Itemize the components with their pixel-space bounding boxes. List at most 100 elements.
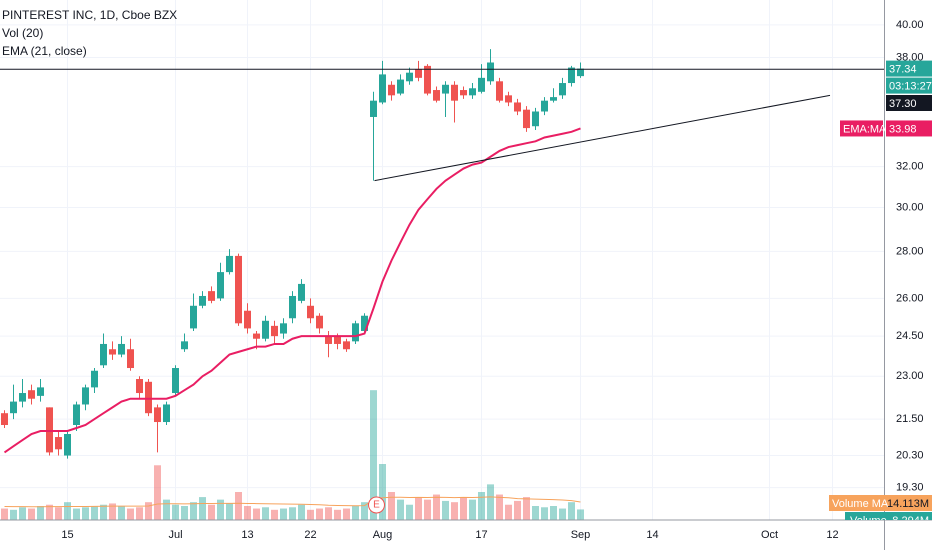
candle-body xyxy=(19,393,26,402)
badges: 37.34 03:13:27 37.30 EMA:MA 33.98 Volume MA14… xyxy=(829,60,932,527)
candle-body xyxy=(217,272,224,299)
candle-body xyxy=(91,370,98,388)
volume-bar xyxy=(10,509,17,520)
candle-body xyxy=(226,255,233,273)
y-tick-label: 30.00 xyxy=(896,201,924,213)
volume-bar xyxy=(424,499,431,520)
volume-bar xyxy=(361,502,368,520)
x-tick-label: 14 xyxy=(646,529,658,541)
candle-body xyxy=(100,343,107,366)
volume-bar xyxy=(1,508,8,520)
candle-body xyxy=(316,315,323,329)
candle-body xyxy=(541,100,548,112)
volume-bar xyxy=(496,494,503,520)
candle-body xyxy=(469,88,476,96)
volume-bar xyxy=(433,494,440,520)
x-tick-label: 13 xyxy=(241,529,253,541)
countdown-bg xyxy=(886,77,932,94)
candle-body xyxy=(334,336,341,344)
last-price-bg xyxy=(886,60,932,77)
candle-body xyxy=(37,387,44,396)
volume-badge: Volume xyxy=(850,515,887,527)
price-pane xyxy=(0,49,884,459)
candle-body xyxy=(559,83,566,96)
candle-body xyxy=(181,341,188,350)
candle-body xyxy=(262,320,269,339)
volume-bar xyxy=(451,502,458,520)
y-tick-label: 24.50 xyxy=(896,330,924,342)
candle-body xyxy=(298,283,305,301)
volume-bar xyxy=(532,506,539,520)
ema-line xyxy=(3,127,581,454)
volume-bar xyxy=(280,508,287,520)
volume-bar xyxy=(478,492,485,520)
candle-body xyxy=(388,84,395,96)
volume-bar xyxy=(298,504,305,520)
y-tick-label: 40.00 xyxy=(896,19,924,31)
y-tick-label: 32.00 xyxy=(896,160,924,172)
candle-body xyxy=(73,404,80,426)
candle-body xyxy=(523,109,530,129)
volume-bar xyxy=(415,497,422,520)
volume-bar xyxy=(316,508,323,520)
y-tick-label: 26.00 xyxy=(896,292,924,304)
candle-body xyxy=(397,79,404,94)
chart-title: PINTEREST INC, 1D, Cboe BZX xyxy=(2,8,177,22)
candle-body xyxy=(442,84,449,94)
x-tick-label: 22 xyxy=(304,529,316,541)
time-axis-bg xyxy=(0,520,932,550)
volume-ma-value: 14.113M xyxy=(887,498,929,510)
volume-ma-line xyxy=(4,496,581,508)
volume-bar xyxy=(568,502,575,520)
candle-body xyxy=(1,413,8,426)
volume-bar xyxy=(190,502,197,520)
candle-body xyxy=(451,84,458,101)
volume-badge-bg xyxy=(845,512,932,520)
candle-body xyxy=(487,62,494,82)
earnings-label: E xyxy=(373,500,380,511)
volume-bar xyxy=(46,504,53,520)
candle-body xyxy=(127,349,134,369)
volume-bar xyxy=(163,499,170,520)
last-price: 37.34 xyxy=(889,63,917,75)
earnings-marker xyxy=(368,496,385,514)
candle-body xyxy=(28,390,35,399)
volume-bar xyxy=(325,507,332,520)
candle-body xyxy=(154,407,161,423)
horizontal-line-label-bg xyxy=(886,95,932,111)
y-tick-label: 21.50 xyxy=(896,413,924,425)
volume-bar xyxy=(226,503,233,520)
volume-bar xyxy=(127,508,134,520)
candle-body xyxy=(505,95,512,103)
candle-body xyxy=(514,102,521,112)
volume-bar xyxy=(199,497,206,520)
volume-bar xyxy=(541,507,548,520)
volume-bar xyxy=(172,504,179,520)
volume-bar xyxy=(118,506,125,520)
volume-bar xyxy=(136,507,143,520)
volume-bar xyxy=(289,507,296,520)
x-tick-label: Jul xyxy=(168,529,182,541)
volume-bar xyxy=(505,504,512,520)
volume-bar xyxy=(28,508,35,520)
candle-body xyxy=(244,310,251,329)
volume-bar xyxy=(397,499,404,520)
volume-pane: E xyxy=(1,390,584,520)
volume-bar xyxy=(55,507,62,520)
candle-body xyxy=(532,111,539,127)
countdown: 03:13:27 xyxy=(889,80,932,92)
volume-bar xyxy=(577,509,584,520)
candle-body xyxy=(253,333,260,339)
candle-body xyxy=(370,100,377,117)
volume-bar xyxy=(307,509,314,520)
volume-bar xyxy=(82,507,89,520)
y-tick-label: 20.30 xyxy=(896,449,924,461)
grid xyxy=(0,0,884,520)
volume-bar xyxy=(334,509,341,520)
candle-body xyxy=(406,72,413,82)
volume-bar xyxy=(100,504,107,520)
candle-body xyxy=(109,349,116,355)
volume-bar xyxy=(352,506,359,520)
volume-bar xyxy=(181,506,188,520)
volume-bar xyxy=(154,465,161,520)
